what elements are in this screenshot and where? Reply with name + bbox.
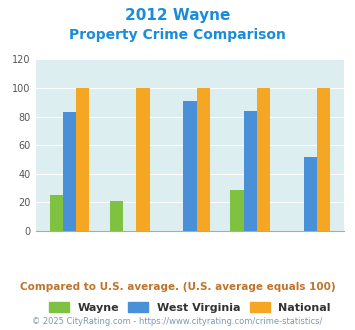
Bar (110, 201, 123, 231)
Bar (317, 88, 330, 231)
Bar (136, 88, 149, 231)
Bar (257, 88, 270, 231)
Text: © 2025 CityRating.com - https://www.cityrating.com/crime-statistics/: © 2025 CityRating.com - https://www.city… (32, 317, 323, 326)
Bar (50, 195, 63, 231)
Text: Property Crime Comparison: Property Crime Comparison (69, 28, 286, 42)
Bar (63, 112, 76, 231)
Text: Compared to U.S. average. (U.S. average equals 100): Compared to U.S. average. (U.S. average … (20, 282, 335, 292)
Text: 2012 Wayne: 2012 Wayne (125, 8, 230, 23)
Bar (183, 101, 197, 231)
Bar (76, 88, 89, 231)
Bar (230, 189, 244, 231)
Legend: Wayne, West Virginia, National: Wayne, West Virginia, National (49, 302, 331, 313)
Bar (304, 157, 317, 231)
Bar (244, 111, 257, 231)
Bar (197, 88, 210, 231)
